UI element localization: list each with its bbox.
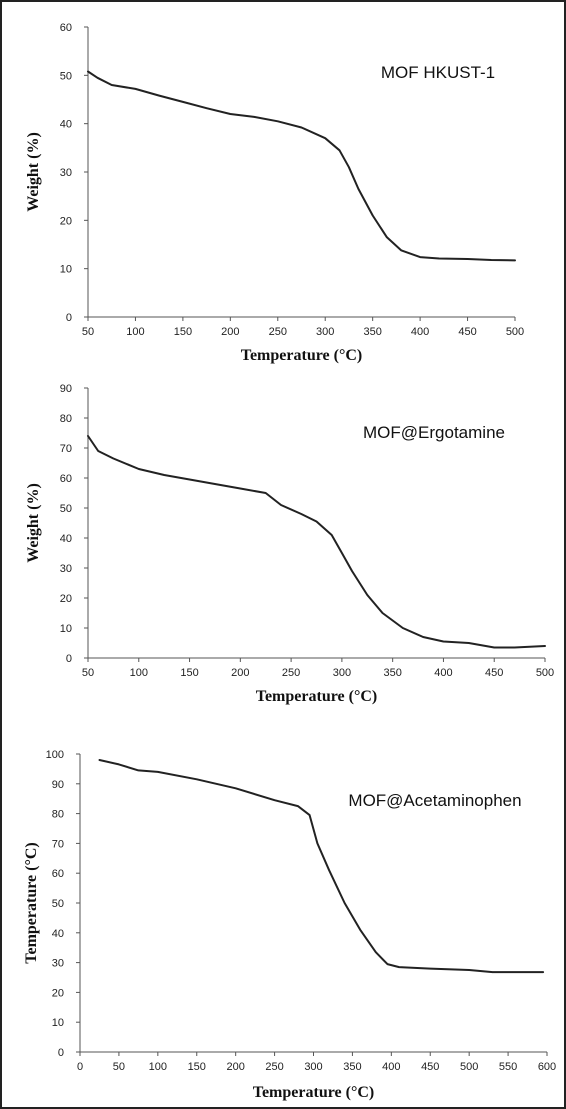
chart2-y-tick-label: 0 [66,653,72,665]
chart2-x-tick-label: 100 [130,667,148,679]
chart1-title: MOF HKUST-1 [381,63,495,82]
chart3-y-tick-label: 90 [52,779,64,791]
chart1-y-tick-label: 60 [60,22,72,34]
chart3-x-tick-label: 400 [382,1061,400,1073]
chart3-y-tick-label: 100 [46,749,64,761]
chart2-y-tick-label: 40 [60,533,72,545]
chart1-x-axis-title: Temperature (°C) [241,347,362,364]
chart2-x-tick-label: 400 [434,667,452,679]
chart3-y-tick-label: 0 [58,1047,64,1059]
chart2-y-tick-label: 70 [60,443,72,455]
chart3-x-tick-label: 250 [265,1061,283,1073]
chart2-y-tick-label: 60 [60,473,72,485]
chart2-title: MOF@Ergotamine [363,423,505,442]
chart1-y-tick-label: 50 [60,70,72,82]
chart3-x-axis-title: Temperature (°C) [253,1084,374,1101]
chart2-y-tick-label: 50 [60,503,72,515]
chart1-y-tick-label: 40 [60,119,72,131]
chart1-series-line [87,70,516,262]
chart3-x-tick-label: 300 [304,1061,322,1073]
chart1-y-tick-label: 30 [60,167,72,179]
chart1-x-tick-label: 50 [82,326,94,338]
chart2-x-tick-label: 350 [383,667,401,679]
chart3-x-tick-label: 550 [499,1061,517,1073]
chart3-series-line [98,759,545,974]
chart1-x-tick-label: 200 [221,326,239,338]
chart3-x-tick-label: 50 [113,1061,125,1073]
chart1-x-tick-label: 350 [363,326,381,338]
chart2-y-tick-label: 30 [60,563,72,575]
chart1-y-tick-label: 10 [60,264,72,276]
chart3-y-tick-label: 80 [52,809,64,821]
chart3-x-tick-label: 150 [188,1061,206,1073]
chart3-title: MOF@Acetaminophen [348,791,521,810]
chart1-y-tick-label: 0 [66,312,72,324]
chart2-x-tick-label: 500 [536,667,554,679]
chart3-y-tick-label: 60 [52,868,64,880]
chart2-x-tick-label: 200 [231,667,249,679]
chart3-x-tick-label: 350 [343,1061,361,1073]
chart2-x-tick-label: 150 [180,667,198,679]
chart1-y-axis-title: Weight (%) [25,132,42,212]
chart2-y-tick-label: 20 [60,593,72,605]
chart3-x-tick-label: 500 [460,1061,478,1073]
chart3-y-tick-label: 20 [52,987,64,999]
chart3-y-tick-label: 10 [52,1017,64,1029]
chart1-x-tick-label: 100 [126,326,144,338]
chart3-x-tick-label: 0 [77,1061,83,1073]
chart1-x-tick-label: 450 [458,326,476,338]
chart3-y-tick-label: 70 [52,838,64,850]
chart2-series-line [87,435,546,649]
chart3-x-tick-label: 450 [421,1061,439,1073]
chart3-y-tick-label: 50 [52,898,64,910]
chart2-y-axis-title: Weight (%) [25,483,42,563]
chart2-x-tick-label: 50 [82,667,94,679]
chart2-x-tick-label: 450 [485,667,503,679]
chart1-x-tick-label: 500 [506,326,524,338]
chart2-y-tick-label: 10 [60,623,72,635]
chart1-x-tick-label: 300 [316,326,334,338]
chart2-x-tick-label: 300 [333,667,351,679]
chart3-y-tick-label: 40 [52,928,64,940]
chart3-y-tick-label: 30 [52,958,64,970]
chart1-x-tick-label: 250 [269,326,287,338]
chart3-x-tick-label: 100 [149,1061,167,1073]
chart1-x-tick-label: 150 [174,326,192,338]
chart1-y-tick-label: 20 [60,215,72,227]
chart3-x-tick-label: 600 [538,1061,556,1073]
chart2-x-axis-title: Temperature (°C) [256,688,377,705]
chart1-x-tick-label: 400 [411,326,429,338]
chart3-x-tick-label: 200 [226,1061,244,1073]
chart2-y-tick-label: 80 [60,413,72,425]
chart3-y-axis-title: Temperature (°C) [23,842,40,963]
chart2-x-tick-label: 250 [282,667,300,679]
chart2-y-tick-label: 90 [60,383,72,395]
